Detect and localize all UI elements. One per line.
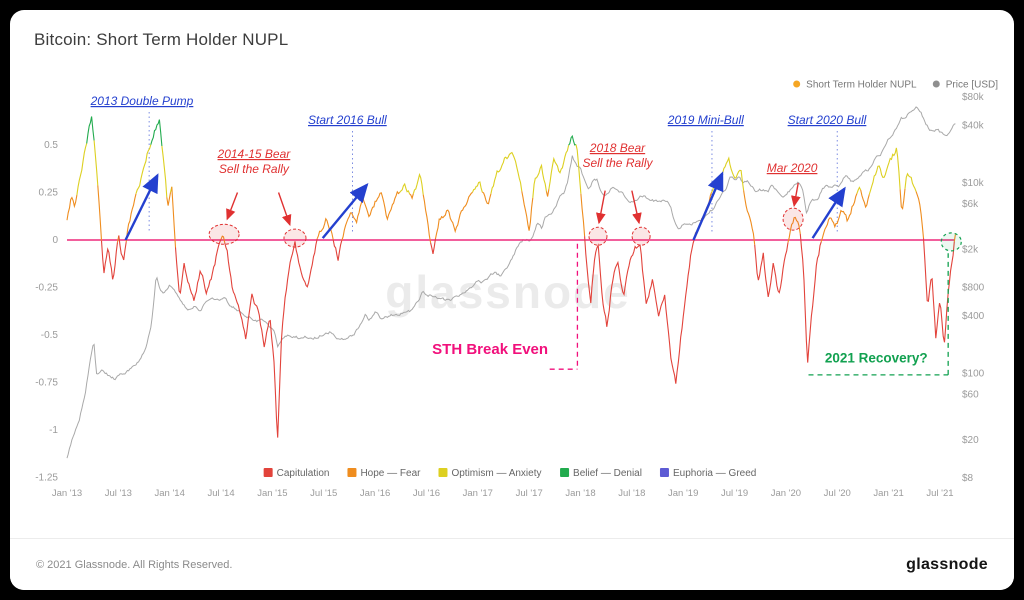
svg-text:Jul '20: Jul '20 bbox=[824, 488, 851, 499]
svg-text:Jan '18: Jan '18 bbox=[565, 488, 595, 499]
svg-text:Jan '15: Jan '15 bbox=[257, 488, 287, 499]
svg-text:Jan '20: Jan '20 bbox=[771, 488, 801, 499]
legend-band-item: Hope — Fear bbox=[360, 468, 421, 479]
svg-text:Jul '16: Jul '16 bbox=[413, 488, 440, 499]
price-line bbox=[66, 106, 956, 459]
bull-annotation: Start 2020 Bull bbox=[788, 113, 867, 127]
bear-annotation: Sell the Rally bbox=[582, 156, 653, 170]
svg-text:Jul '21: Jul '21 bbox=[926, 488, 953, 499]
glassnode-logo: glassnode bbox=[906, 555, 988, 573]
svg-text:$800: $800 bbox=[962, 283, 985, 294]
svg-text:0.25: 0.25 bbox=[39, 188, 59, 199]
legend-band-item: Euphoria — Greed bbox=[673, 468, 756, 479]
break-even-annotation: STH Break Even bbox=[432, 341, 548, 358]
legend-band-item: Belief — Denial bbox=[573, 468, 642, 479]
svg-text:0.5: 0.5 bbox=[44, 140, 58, 151]
recovery-annotation: 2021 Recovery? bbox=[825, 351, 928, 366]
svg-text:Jan '16: Jan '16 bbox=[360, 488, 390, 499]
svg-text:Jan '13: Jan '13 bbox=[52, 488, 82, 499]
svg-text:-1: -1 bbox=[49, 425, 58, 436]
svg-text:$60: $60 bbox=[962, 390, 979, 401]
legend-top-item: Price [USD] bbox=[946, 80, 998, 91]
bear-annotation: Sell the Rally bbox=[219, 162, 290, 176]
svg-text:Jan '19: Jan '19 bbox=[668, 488, 698, 499]
svg-text:Jan '14: Jan '14 bbox=[155, 488, 185, 499]
svg-text:Jan '21: Jan '21 bbox=[873, 488, 903, 499]
svg-text:Jul '15: Jul '15 bbox=[310, 488, 337, 499]
svg-text:$400: $400 bbox=[962, 311, 985, 322]
page-title: Bitcoin: Short Term Holder NUPL bbox=[34, 30, 289, 49]
bear-annotation: Mar 2020 bbox=[767, 161, 818, 175]
svg-text:-0.25: -0.25 bbox=[35, 283, 58, 294]
svg-text:$2k: $2k bbox=[962, 245, 979, 256]
svg-text:$40k: $40k bbox=[962, 121, 985, 132]
svg-text:Jan '17: Jan '17 bbox=[463, 488, 493, 499]
legend-top-item: Short Term Holder NUPL bbox=[806, 80, 917, 91]
svg-text:-1.25: -1.25 bbox=[35, 473, 58, 484]
svg-text:$10k: $10k bbox=[962, 178, 985, 189]
svg-text:0: 0 bbox=[52, 235, 58, 246]
copyright-text: © 2021 Glassnode. All Rights Reserved. bbox=[36, 558, 233, 571]
bear-annotation: 2014-15 Bear bbox=[217, 147, 292, 161]
svg-text:-0.75: -0.75 bbox=[35, 378, 58, 389]
legend-band-item: Capitulation bbox=[277, 468, 330, 479]
bull-annotation: 2019 Mini-Bull bbox=[667, 113, 744, 127]
bull-annotation: Start 2016 Bull bbox=[308, 113, 387, 127]
footer: © 2021 Glassnode. All Rights Reserved. g… bbox=[10, 538, 1014, 590]
svg-text:Jul '17: Jul '17 bbox=[516, 488, 543, 499]
bull-annotation: 2013 Double Pump bbox=[90, 94, 194, 108]
svg-text:$80k: $80k bbox=[962, 92, 985, 103]
bear-annotation: 2018 Bear bbox=[589, 141, 646, 155]
chart-card: Bitcoin: Short Term Holder NUPL glassnod… bbox=[10, 10, 1014, 590]
svg-text:$8: $8 bbox=[962, 473, 974, 484]
svg-text:Jul '14: Jul '14 bbox=[207, 488, 234, 499]
svg-text:$100: $100 bbox=[962, 369, 985, 380]
svg-text:Jul '18: Jul '18 bbox=[618, 488, 645, 499]
svg-text:Jul '19: Jul '19 bbox=[721, 488, 748, 499]
svg-text:Jul '13: Jul '13 bbox=[105, 488, 132, 499]
svg-text:-0.5: -0.5 bbox=[41, 330, 59, 341]
svg-text:$6k: $6k bbox=[962, 199, 979, 210]
legend-band-item: Optimism — Anxiety bbox=[451, 468, 541, 479]
svg-text:$20: $20 bbox=[962, 435, 979, 446]
